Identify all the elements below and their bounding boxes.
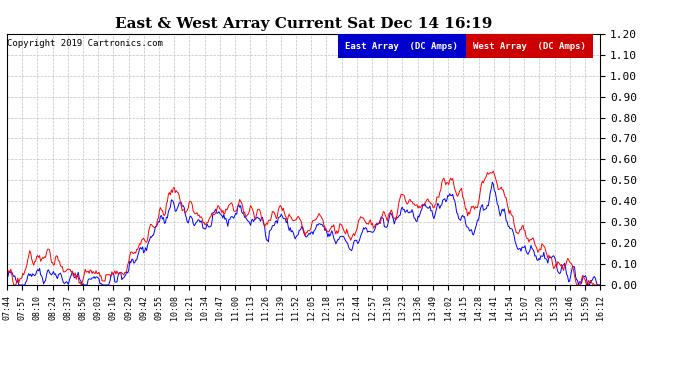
Text: East Array  (DC Amps): East Array (DC Amps): [346, 42, 458, 51]
Text: West Array  (DC Amps): West Array (DC Amps): [473, 42, 586, 51]
Text: Copyright 2019 Cartronics.com: Copyright 2019 Cartronics.com: [7, 39, 163, 48]
Title: East & West Array Current Sat Dec 14 16:19: East & West Array Current Sat Dec 14 16:…: [115, 17, 492, 31]
